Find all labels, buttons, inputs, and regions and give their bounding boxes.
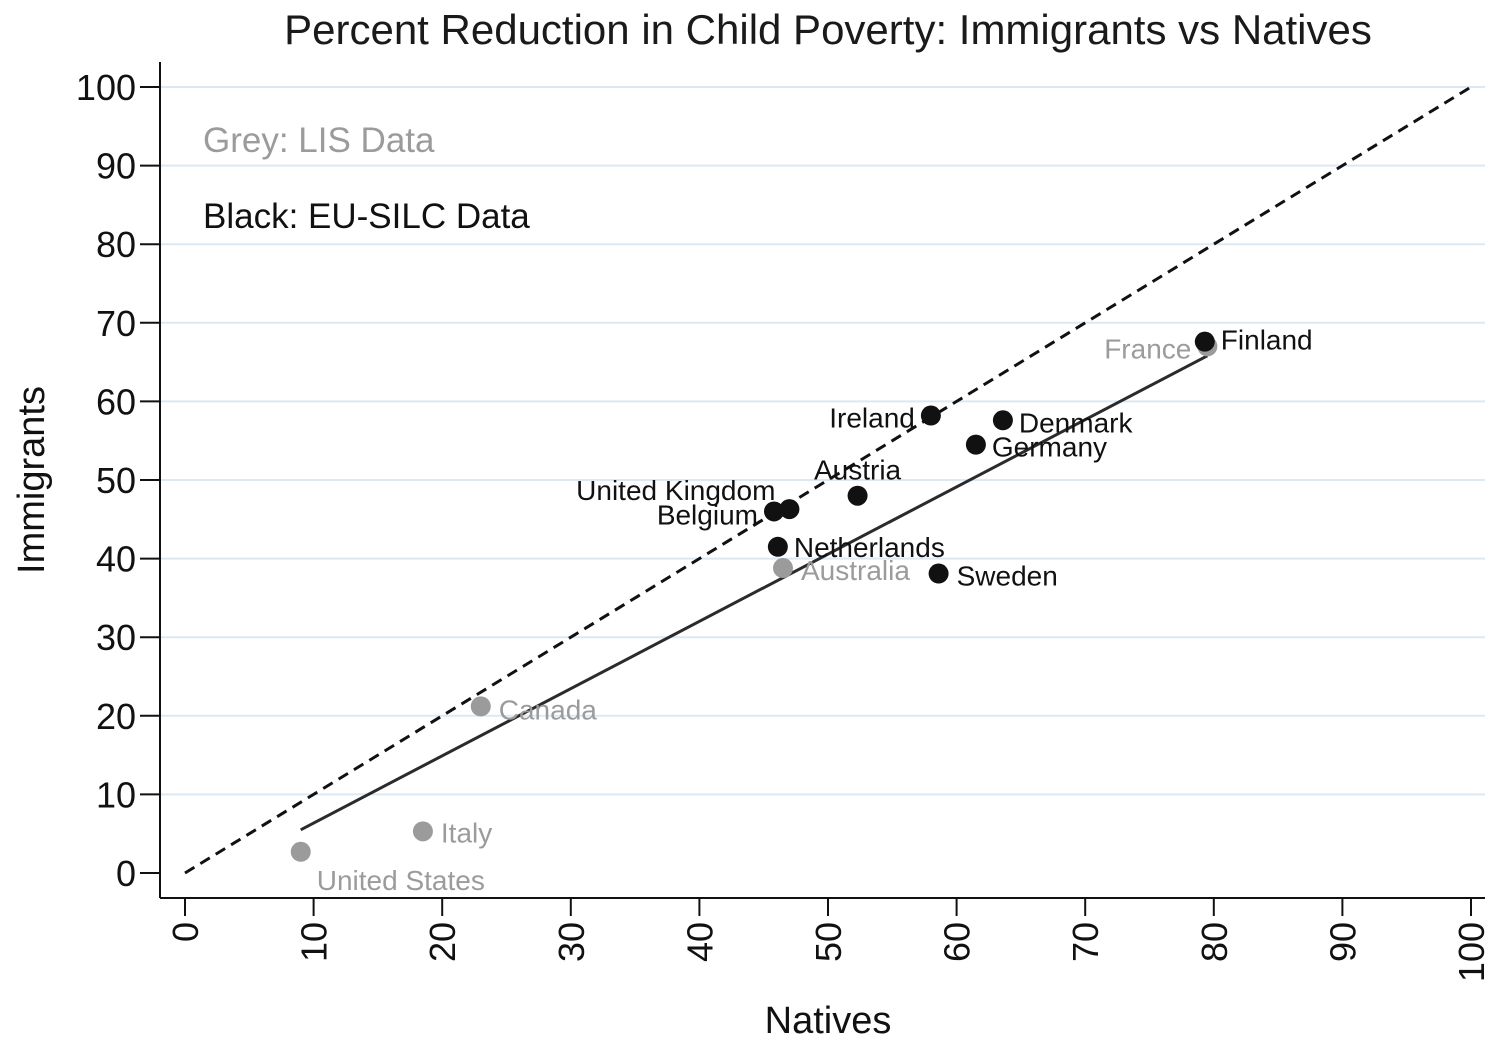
x-tick-label-30: 30 xyxy=(551,922,592,962)
x-tick-label-100: 100 xyxy=(1451,922,1487,982)
x-tick-label-20: 20 xyxy=(422,922,463,962)
x-tick-label-10: 10 xyxy=(294,922,335,962)
x-tick-label-70: 70 xyxy=(1065,922,1106,962)
x-tick-label-0: 0 xyxy=(165,922,206,942)
point-label-italy: Italy xyxy=(441,817,492,848)
point-netherlands xyxy=(768,537,788,557)
point-label-netherlands: Netherlands xyxy=(794,532,945,563)
point-canada xyxy=(471,696,491,716)
y-tick-label-100: 100 xyxy=(76,67,136,108)
point-denmark xyxy=(993,410,1013,430)
point-label-denmark: Denmark xyxy=(1019,407,1134,438)
y-tick-label-90: 90 xyxy=(96,146,136,187)
y-tick-label-20: 20 xyxy=(96,696,136,737)
point-label-sweden: Sweden xyxy=(957,561,1058,592)
point-united-kingdom xyxy=(779,499,799,519)
point-austria xyxy=(848,486,868,506)
chart-title: Percent Reduction in Child Poverty: Immi… xyxy=(284,6,1372,53)
point-australia xyxy=(773,558,793,578)
x-tick-label-90: 90 xyxy=(1322,922,1363,962)
point-ireland xyxy=(921,406,941,426)
y-tick-label-40: 40 xyxy=(96,539,136,580)
x-tick-label-80: 80 xyxy=(1194,922,1235,962)
y-tick-label-30: 30 xyxy=(96,617,136,658)
point-label-united-kingdom: United Kingdom xyxy=(576,475,775,506)
y-tick-label-50: 50 xyxy=(96,460,136,501)
point-label-united-states: United States xyxy=(317,865,485,896)
point-germany xyxy=(966,435,986,455)
y-tick-label-0: 0 xyxy=(116,853,136,894)
y-tick-label-60: 60 xyxy=(96,381,136,422)
x-axis-title: Natives xyxy=(765,1000,892,1040)
point-united-states xyxy=(291,842,311,862)
legend-note-eusilc: Black: EU-SILC Data xyxy=(203,197,530,236)
point-finland xyxy=(1195,332,1215,352)
y-tick-label-70: 70 xyxy=(96,303,136,344)
point-italy xyxy=(413,821,433,841)
point-label-canada: Canada xyxy=(499,694,598,725)
point-label-ireland: Ireland xyxy=(829,403,915,434)
point-label-austria: Austria xyxy=(814,455,902,486)
x-tick-label-60: 60 xyxy=(937,922,978,962)
y-axis-title: Immigrants xyxy=(11,386,53,574)
y-tick-label-80: 80 xyxy=(96,224,136,265)
point-label-france: France xyxy=(1104,333,1191,364)
x-tick-label-50: 50 xyxy=(808,922,849,962)
y-tick-label-10: 10 xyxy=(96,774,136,815)
point-sweden xyxy=(929,564,949,584)
point-label-finland: Finland xyxy=(1221,325,1313,356)
legend-note-lis: Grey: LIS Data xyxy=(203,121,435,160)
x-tick-label-40: 40 xyxy=(679,922,720,962)
